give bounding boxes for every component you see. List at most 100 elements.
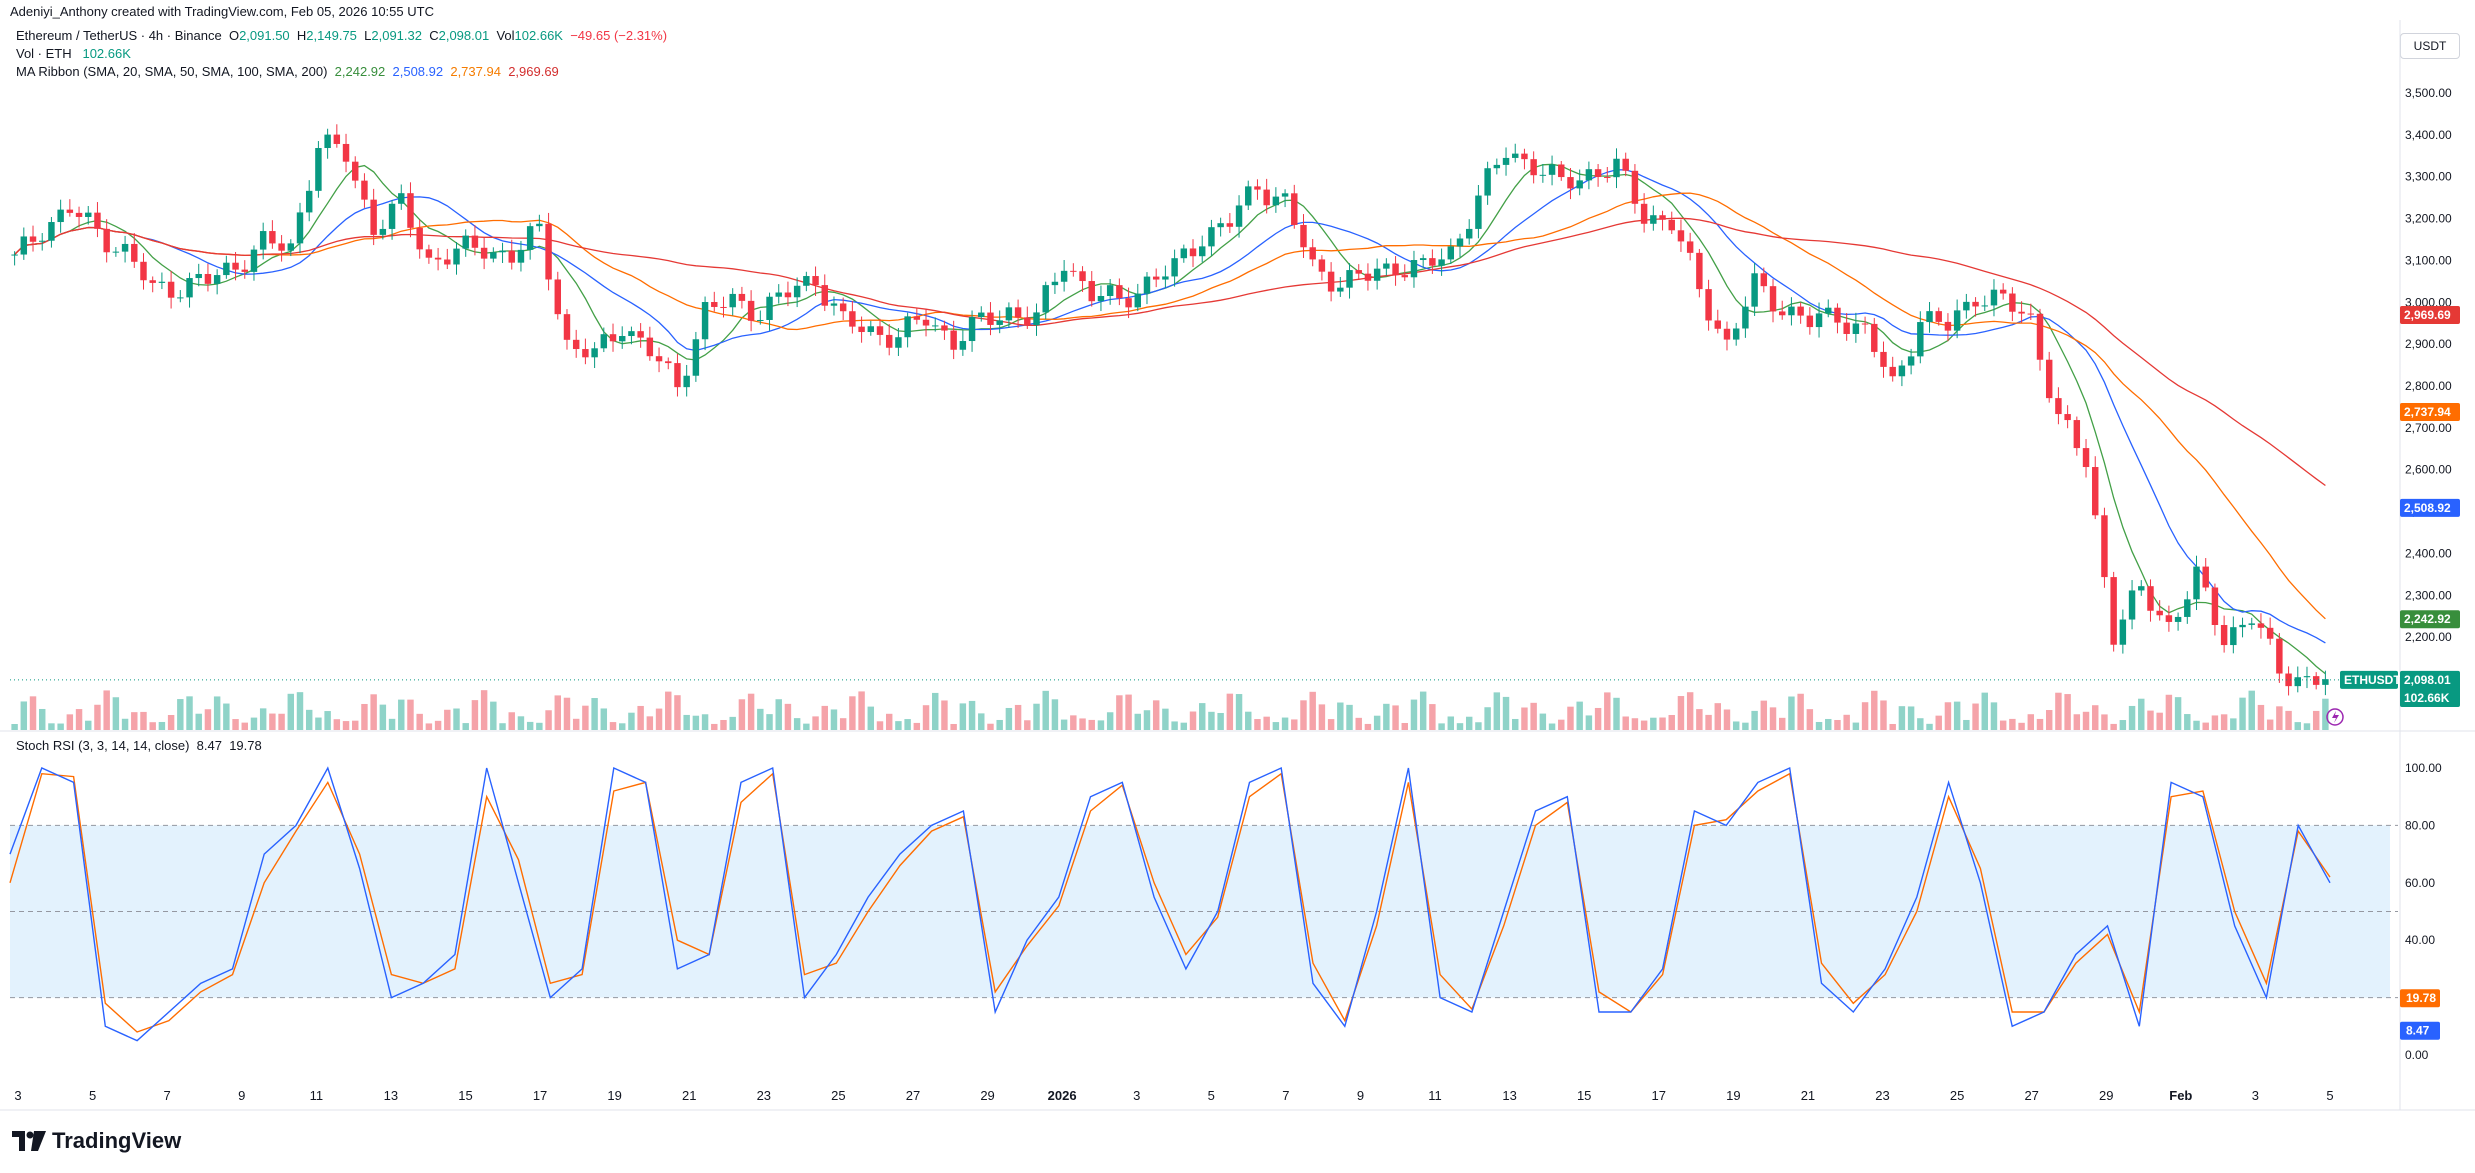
candle-body xyxy=(1245,186,1252,206)
candle-body xyxy=(1116,285,1123,299)
volume-bar xyxy=(1051,699,1059,730)
candle-body xyxy=(2276,638,2283,674)
candle-body xyxy=(950,330,957,350)
volume-bar xyxy=(250,717,258,730)
candle-body xyxy=(1659,215,1666,220)
candle-body xyxy=(1539,174,1547,176)
volume-bar xyxy=(1042,690,1049,730)
ma100-price-tag: 2,737.94 xyxy=(2404,405,2451,419)
volume-bar xyxy=(2018,722,2025,730)
volume-bar xyxy=(444,709,451,730)
tradingview-logo[interactable]: TradingView xyxy=(12,1128,181,1154)
candle-body xyxy=(1152,276,1160,280)
alert-icon[interactable] xyxy=(2326,708,2344,726)
candle-body xyxy=(517,249,525,263)
candle-body xyxy=(1456,238,1464,247)
close-value: 2,098.01 xyxy=(438,28,490,43)
candle-body xyxy=(1972,301,1979,307)
stoch-d-line xyxy=(9,772,2331,1033)
volume-tag-bg xyxy=(2400,689,2460,707)
volume-bar xyxy=(1171,721,1178,730)
candle-body xyxy=(305,190,313,213)
candle-body xyxy=(747,300,755,321)
volume-bar xyxy=(20,701,28,730)
volume-bar xyxy=(1871,690,1878,730)
currency-button[interactable]: USDT xyxy=(2400,33,2460,59)
volume-bar xyxy=(1898,706,1906,730)
volume-bar xyxy=(517,716,525,730)
candle-body xyxy=(895,337,902,348)
volume-bar xyxy=(1005,707,1013,730)
candle-body xyxy=(121,243,129,252)
volume-bar xyxy=(149,722,156,730)
volume-bar xyxy=(1677,696,1685,730)
ma-ribbon-legend: MA Ribbon (SMA, 20, SMA, 50, SMA, 100, S… xyxy=(16,64,559,79)
volume-bar xyxy=(1318,704,1326,730)
candle-body xyxy=(922,319,930,326)
candle-body xyxy=(278,243,285,251)
volume-bar xyxy=(48,723,55,730)
volume-bar xyxy=(729,716,736,730)
candle-body xyxy=(858,326,865,333)
candle-body xyxy=(1208,227,1215,247)
volume-bar xyxy=(278,713,285,730)
time-axis-label: 5 xyxy=(1208,1088,1215,1103)
stoch-rsi-label[interactable]: Stoch RSI (3, 3, 14, 14, close) xyxy=(16,738,190,753)
candle-body xyxy=(1751,273,1758,307)
high-value: 2,149.75 xyxy=(306,28,357,43)
low-label: L xyxy=(364,28,372,43)
candle-body xyxy=(1088,281,1095,302)
volume-bar xyxy=(121,718,129,730)
volume-bar xyxy=(609,722,617,730)
candle-body xyxy=(1677,230,1685,242)
candle-body xyxy=(1622,158,1629,171)
candle-body xyxy=(1014,307,1022,318)
symbol-label[interactable]: Ethereum / TetherUS · 4h · Binance xyxy=(16,28,222,43)
volume-bar xyxy=(1014,704,1022,730)
candle-body xyxy=(554,279,561,315)
candle-body xyxy=(57,209,64,223)
stoch-axis-label: 80.00 xyxy=(2405,818,2435,832)
low-value: 2,091.32 xyxy=(371,28,422,43)
volume-bar xyxy=(1309,691,1316,730)
candle-body xyxy=(913,316,921,320)
volume-bar xyxy=(204,709,212,730)
candle-body xyxy=(103,228,110,253)
volume-bar xyxy=(287,693,295,730)
close-label: C xyxy=(429,28,439,43)
candle-body xyxy=(1631,170,1639,204)
volume-bar xyxy=(1070,715,1077,730)
candle-body xyxy=(250,249,258,272)
time-axis-label: 17 xyxy=(1652,1088,1666,1103)
volume-indicator-label[interactable]: Vol · ETH xyxy=(16,46,72,61)
candle-body xyxy=(729,293,736,308)
volume-tag: 102.66K xyxy=(2404,691,2450,705)
candle-body xyxy=(1134,293,1141,308)
volume-bar xyxy=(480,690,488,730)
ma20-line xyxy=(14,163,2326,675)
candle-body xyxy=(619,336,626,342)
candle-body xyxy=(1373,268,1381,281)
ma-ribbon-label[interactable]: MA Ribbon (SMA, 20, SMA, 50, SMA, 100, S… xyxy=(16,64,328,79)
candle-body xyxy=(1815,313,1823,328)
volume-bar xyxy=(490,701,497,730)
volume-bar xyxy=(453,708,460,730)
candle-body xyxy=(793,285,801,298)
volume-bar xyxy=(1889,723,1896,730)
candle-body xyxy=(600,334,608,349)
candle-body xyxy=(1852,323,1860,334)
candle-body xyxy=(1143,276,1151,294)
volume-bar xyxy=(619,723,626,730)
candle-body xyxy=(1199,246,1206,257)
stoch-d-tag-bg xyxy=(2400,989,2440,1008)
volume-bar xyxy=(545,710,552,730)
time-axis-label: 19 xyxy=(607,1088,621,1103)
volume-bar xyxy=(112,697,120,730)
candle-body xyxy=(324,134,331,149)
volume-bar xyxy=(1797,693,1804,730)
volume-bar xyxy=(296,692,304,730)
ma200-line xyxy=(14,217,2326,487)
volume-bar xyxy=(1373,715,1381,730)
